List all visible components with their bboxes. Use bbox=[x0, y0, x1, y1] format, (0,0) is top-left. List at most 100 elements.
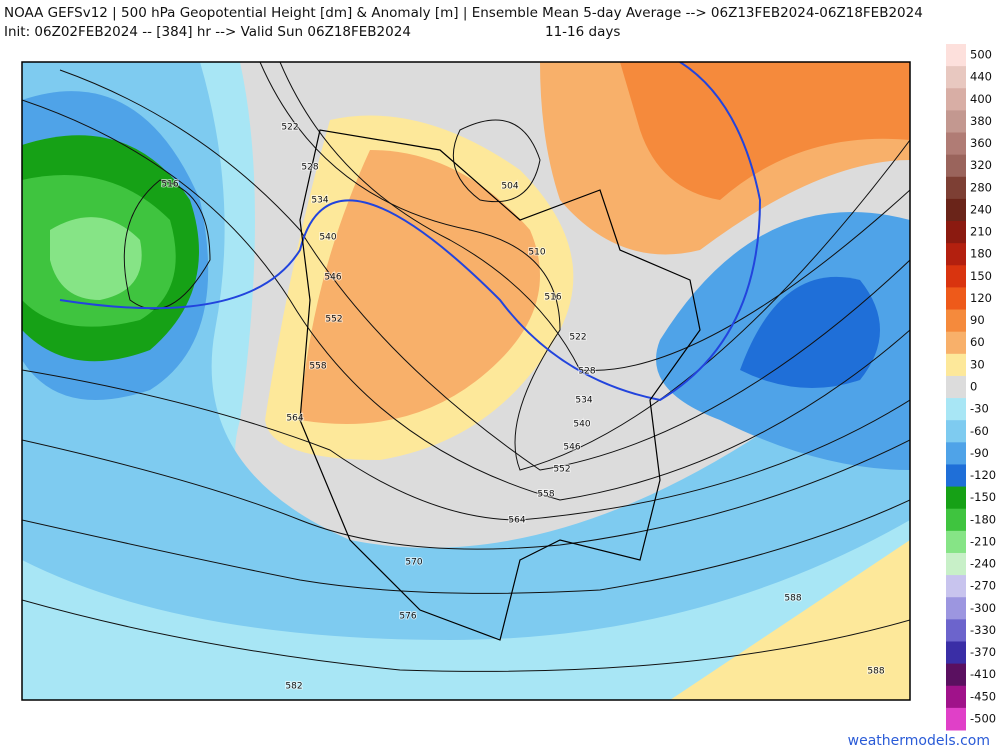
colorbar-swatch bbox=[946, 530, 966, 554]
colorbar-swatch bbox=[946, 575, 966, 598]
colorbar-swatch bbox=[946, 309, 966, 333]
colorbar-swatch bbox=[946, 442, 966, 465]
title: NOAA GEFSv12 | 500 hPa Geopotential Heig… bbox=[4, 5, 923, 21]
contour-label: 552 bbox=[325, 315, 342, 325]
colorbar-swatch bbox=[946, 508, 966, 532]
contour-label: 576 bbox=[399, 612, 416, 622]
colorbar-swatch bbox=[946, 88, 966, 111]
anomaly-area bbox=[50, 217, 142, 300]
contour-label: 516 bbox=[161, 180, 178, 190]
colorbar-swatch bbox=[946, 353, 966, 377]
colorbar-label: -90 bbox=[970, 446, 989, 460]
contour-label: 510 bbox=[528, 248, 545, 258]
colorbar-label: 180 bbox=[970, 247, 992, 261]
colorbar-label: 400 bbox=[970, 92, 992, 106]
contour-label: 528 bbox=[578, 367, 595, 377]
colorbar-label: 150 bbox=[970, 269, 992, 283]
colorbar-label: -450 bbox=[970, 689, 996, 703]
colorbar-swatch bbox=[946, 265, 966, 288]
colorbar-swatch bbox=[946, 287, 966, 311]
init-line: Init: 06Z02FEB2024 -- [384] hr --> Valid… bbox=[4, 24, 411, 40]
contour-label: 540 bbox=[573, 420, 590, 430]
map bbox=[22, 62, 910, 700]
colorbar-label: -330 bbox=[970, 623, 996, 637]
colorbar-swatch bbox=[946, 597, 966, 620]
colorbar-label: 30 bbox=[970, 357, 985, 371]
contour-label: 546 bbox=[563, 443, 580, 453]
colorbar-swatch bbox=[946, 685, 966, 709]
colorbar-swatch bbox=[946, 398, 966, 421]
colorbar-label: 500 bbox=[970, 48, 992, 62]
anomaly-area bbox=[740, 276, 880, 388]
map-frame bbox=[21, 61, 911, 701]
colorbar-label: 240 bbox=[970, 202, 992, 216]
contour-label: 558 bbox=[537, 490, 554, 500]
contour-label: 540 bbox=[319, 233, 336, 243]
colorbar-swatch bbox=[946, 619, 966, 642]
colorbar-swatch bbox=[946, 176, 966, 200]
colorbar-label: -180 bbox=[970, 512, 996, 526]
contours bbox=[22, 62, 910, 672]
colorbar-label: 60 bbox=[970, 335, 985, 349]
colorbar-label: -240 bbox=[970, 557, 996, 571]
colorbar-swatch bbox=[946, 375, 966, 399]
colorbar-label: 360 bbox=[970, 136, 992, 150]
credit: weathermodels.com bbox=[848, 733, 990, 749]
colorbar-label: 280 bbox=[970, 180, 992, 194]
contour-label: 552 bbox=[553, 465, 570, 475]
contour-label: 588 bbox=[867, 667, 884, 677]
colorbar-swatch bbox=[946, 641, 966, 665]
anomaly-area bbox=[300, 150, 540, 424]
colorbar-label: -60 bbox=[970, 424, 989, 438]
colorbar-swatch bbox=[946, 552, 966, 576]
contour-label: 534 bbox=[311, 196, 328, 206]
contour-label: 564 bbox=[508, 516, 525, 526]
anomaly-area bbox=[620, 62, 910, 200]
contour-label: 558 bbox=[309, 362, 326, 372]
colorbar-label: 90 bbox=[970, 313, 985, 327]
contour-label: 534 bbox=[575, 396, 592, 406]
colorbar-swatch bbox=[946, 221, 966, 244]
colorbar-swatch bbox=[946, 420, 966, 443]
colorbar-swatch bbox=[946, 331, 966, 355]
colorbar-label: -30 bbox=[970, 402, 989, 416]
contour-label: 564 bbox=[286, 414, 303, 424]
colorbar-label: -300 bbox=[970, 601, 996, 615]
colorbar-label: -410 bbox=[970, 667, 996, 681]
colorbar-swatch bbox=[946, 132, 966, 156]
anomaly-area bbox=[22, 62, 910, 640]
colorbar-swatch bbox=[946, 663, 966, 687]
colorbar-label: -210 bbox=[970, 534, 996, 548]
contour-label: 546 bbox=[324, 273, 341, 283]
contour-label: 522 bbox=[569, 333, 586, 343]
anomaly-area bbox=[670, 540, 910, 700]
contour-label: 582 bbox=[285, 682, 302, 692]
colorbar-swatch bbox=[946, 464, 966, 488]
colorbar-label: -370 bbox=[970, 645, 996, 659]
colorbar-swatch bbox=[946, 198, 966, 222]
colorbar-label: 0 bbox=[970, 380, 977, 394]
colorbar-swatch bbox=[946, 110, 966, 134]
colorbar-label: 320 bbox=[970, 158, 992, 172]
colorbar-label: -270 bbox=[970, 579, 996, 593]
colorbar-label: 380 bbox=[970, 114, 992, 128]
contour-label: 516 bbox=[544, 293, 561, 303]
colorbar-swatch bbox=[946, 243, 966, 266]
contour-label: 528 bbox=[301, 163, 318, 173]
colorbar-swatch bbox=[946, 486, 966, 510]
contour-label: 522 bbox=[281, 123, 298, 133]
colorbar-swatch bbox=[946, 66, 966, 89]
colorbar-label: -500 bbox=[970, 711, 996, 725]
contour-label: 588 bbox=[784, 594, 801, 604]
colorbar-label: 440 bbox=[970, 70, 992, 84]
colorbar-label: 120 bbox=[970, 291, 992, 305]
coastline bbox=[299, 129, 701, 641]
colorbar-label: -150 bbox=[970, 490, 996, 504]
colorbar-label: 210 bbox=[970, 225, 992, 239]
contour-label: 504 bbox=[501, 182, 518, 192]
colorbar-swatch bbox=[946, 707, 966, 731]
colorbar-swatch bbox=[946, 44, 966, 67]
forecast-range: 11-16 days bbox=[545, 24, 620, 40]
